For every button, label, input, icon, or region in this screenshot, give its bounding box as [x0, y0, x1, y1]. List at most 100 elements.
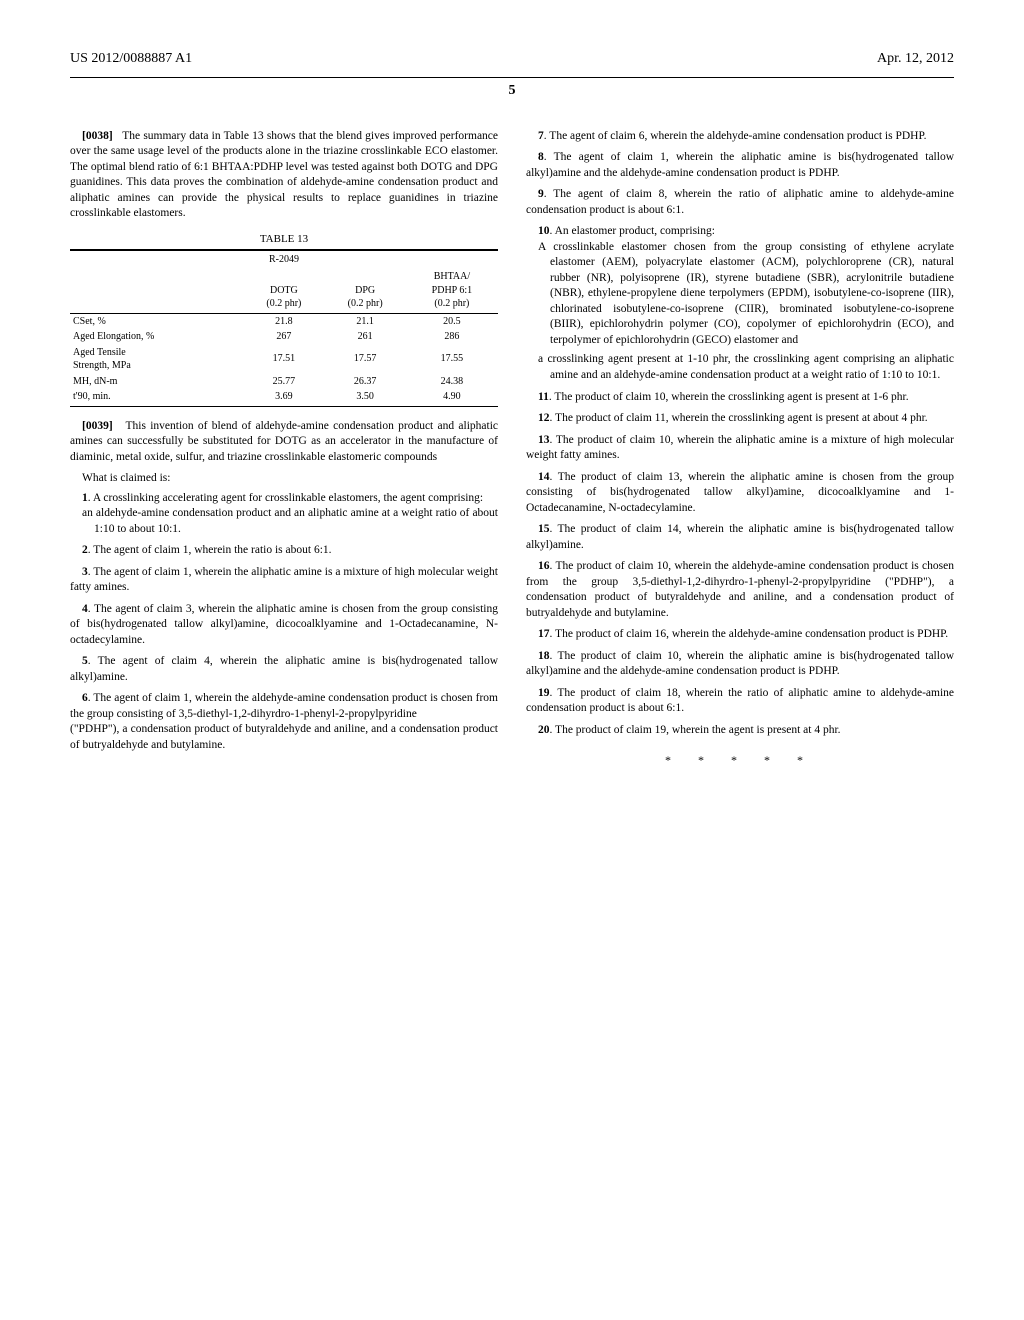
claim-number: 6 — [82, 692, 88, 704]
claim-number: 16 — [538, 560, 550, 572]
para-text: This invention of blend of aldehyde-amin… — [70, 420, 498, 463]
claim-13: 13. The product of claim 10, wherein the… — [526, 433, 954, 464]
claim-number: 2 — [82, 544, 88, 556]
claim-number: 12 — [538, 412, 550, 424]
para-0039: [0039] This invention of blend of aldehy… — [70, 419, 498, 466]
doc-number: US 2012/0088887 A1 — [70, 50, 192, 69]
claim-text: The agent of claim 3, wherein the alipha… — [70, 603, 498, 646]
col-header-dotg: DOTG(0.2 phr) — [243, 268, 324, 313]
table-row: MH, dN-m 25.77 26.37 24.38 — [70, 374, 498, 390]
cell: 20.5 — [406, 313, 498, 329]
claim-text: The product of claim 13, wherein the ali… — [526, 471, 954, 514]
claim-12: 12. The product of claim 11, wherein the… — [526, 411, 954, 427]
claim-text: An elastomer product, comprising: — [555, 225, 715, 237]
claim-number: 19 — [538, 687, 550, 699]
claim-2: 2. The agent of claim 1, wherein the rat… — [70, 543, 498, 559]
cell: 17.55 — [406, 345, 498, 374]
claim-10: 10. An elastomer product, comprising: A … — [526, 224, 954, 383]
row-label: Aged Elongation, % — [70, 329, 243, 345]
cell: 21.8 — [243, 313, 324, 329]
claim-text: The product of claim 10, wherein the ali… — [526, 434, 954, 462]
table-subtitle: R-2049 — [70, 250, 498, 267]
claim-4: 4. The agent of claim 3, wherein the ali… — [70, 602, 498, 649]
claim-text: The product of claim 10, wherein the ald… — [526, 560, 954, 619]
claim-text: A crosslinking accelerating agent for cr… — [93, 492, 483, 504]
table-header-row: DOTG(0.2 phr) DPG(0.2 phr) BHTAA/PDHP 6:… — [70, 268, 498, 313]
end-stars: * * * * * — [526, 752, 954, 768]
cell: 24.38 — [406, 374, 498, 390]
what-is-claimed: What is claimed is: — [70, 471, 498, 487]
claim-14: 14. The product of claim 13, wherein the… — [526, 470, 954, 517]
table-caption: TABLE 13 — [70, 232, 498, 247]
claim-7: 7. The agent of claim 6, wherein the ald… — [526, 129, 954, 145]
table-row: t'90, min. 3.69 3.50 4.90 — [70, 389, 498, 406]
claim-17: 17. The product of claim 16, wherein the… — [526, 627, 954, 643]
claim-6: 6. The agent of claim 1, wherein the ald… — [70, 691, 498, 753]
claim-sub: A crosslinkable elastomer chosen from th… — [550, 240, 954, 349]
claim-8: 8. The agent of claim 1, wherein the ali… — [526, 150, 954, 181]
claim-number: 7 — [538, 130, 544, 142]
claim-16: 16. The product of claim 10, wherein the… — [526, 559, 954, 621]
claim-1: 1. A crosslinking accelerating agent for… — [70, 491, 498, 538]
claim-text: The product of claim 10, wherein the cro… — [554, 391, 908, 403]
claim-number: 14 — [538, 471, 550, 483]
claim-text: The agent of claim 1, wherein the ratio … — [93, 544, 331, 556]
claim-sub: a crosslinking agent present at 1-10 phr… — [550, 352, 954, 383]
claim-number: 15 — [538, 523, 550, 535]
cell: 261 — [325, 329, 406, 345]
page-number: 5 — [70, 82, 954, 101]
table-13: DOTG(0.2 phr) DPG(0.2 phr) BHTAA/PDHP 6:… — [70, 268, 498, 407]
claim-text: The product of claim 10, wherein the ali… — [526, 650, 954, 678]
header-rule — [70, 77, 954, 78]
claim-continuation: ("PDHP"), a condensation product of buty… — [70, 722, 498, 753]
table-row: CSet, % 21.8 21.1 20.5 — [70, 313, 498, 329]
doc-date: Apr. 12, 2012 — [877, 50, 954, 69]
claim-number: 5 — [82, 655, 88, 667]
claim-number: 3 — [82, 566, 88, 578]
para-0038: [0038] The summary data in Table 13 show… — [70, 129, 498, 222]
claim-text: The agent of claim 4, wherein the alipha… — [70, 655, 498, 683]
page-header: US 2012/0088887 A1 Apr. 12, 2012 — [70, 50, 954, 69]
claim-20: 20. The product of claim 19, wherein the… — [526, 723, 954, 739]
claim-sub: an aldehyde-amine condensation product a… — [94, 506, 498, 537]
col-header-dpg: DPG(0.2 phr) — [325, 268, 406, 313]
claim-number: 20 — [538, 724, 550, 736]
claim-number: 10 — [538, 225, 550, 237]
cell: 21.1 — [325, 313, 406, 329]
claim-number: 8 — [538, 151, 544, 163]
para-number: [0038] — [82, 130, 113, 142]
claim-text: The product of claim 14, wherein the ali… — [526, 523, 954, 551]
row-label: Aged TensileStrength, MPa — [70, 345, 243, 374]
cell: 4.90 — [406, 389, 498, 406]
claim-text: The agent of claim 8, wherein the ratio … — [526, 188, 954, 216]
claim-11: 11. The product of claim 10, wherein the… — [526, 390, 954, 406]
claim-3: 3. The agent of claim 1, wherein the ali… — [70, 565, 498, 596]
claim-number: 13 — [538, 434, 550, 446]
cell: 26.37 — [325, 374, 406, 390]
para-text: The summary data in Table 13 shows that … — [70, 130, 498, 220]
claim-text: The agent of claim 6, wherein the aldehy… — [549, 130, 926, 142]
claim-15: 15. The product of claim 14, wherein the… — [526, 522, 954, 553]
row-label: MH, dN-m — [70, 374, 243, 390]
row-label: t'90, min. — [70, 389, 243, 406]
para-number: [0039] — [82, 420, 113, 432]
claim-text: The agent of claim 1, wherein the alipha… — [526, 151, 954, 179]
row-label: CSet, % — [70, 313, 243, 329]
cell: 286 — [406, 329, 498, 345]
claim-text: The agent of claim 1, wherein the aldehy… — [70, 692, 498, 720]
cell: 17.57 — [325, 345, 406, 374]
claim-number: 18 — [538, 650, 550, 662]
claim-text: The product of claim 19, wherein the age… — [555, 724, 841, 736]
claim-number: 9 — [538, 188, 544, 200]
content-columns: [0038] The summary data in Table 13 show… — [70, 129, 954, 769]
claim-number: 11 — [538, 391, 549, 403]
cell: 3.69 — [243, 389, 324, 406]
claim-text: The product of claim 18, wherein the rat… — [526, 687, 954, 715]
table-row: Aged Elongation, % 267 261 286 — [70, 329, 498, 345]
table-row: Aged TensileStrength, MPa 17.51 17.57 17… — [70, 345, 498, 374]
claim-number: 1 — [82, 492, 88, 504]
claim-text: The product of claim 11, wherein the cro… — [555, 412, 928, 424]
claim-text: The agent of claim 1, wherein the alipha… — [70, 566, 498, 594]
cell: 17.51 — [243, 345, 324, 374]
claim-19: 19. The product of claim 18, wherein the… — [526, 686, 954, 717]
